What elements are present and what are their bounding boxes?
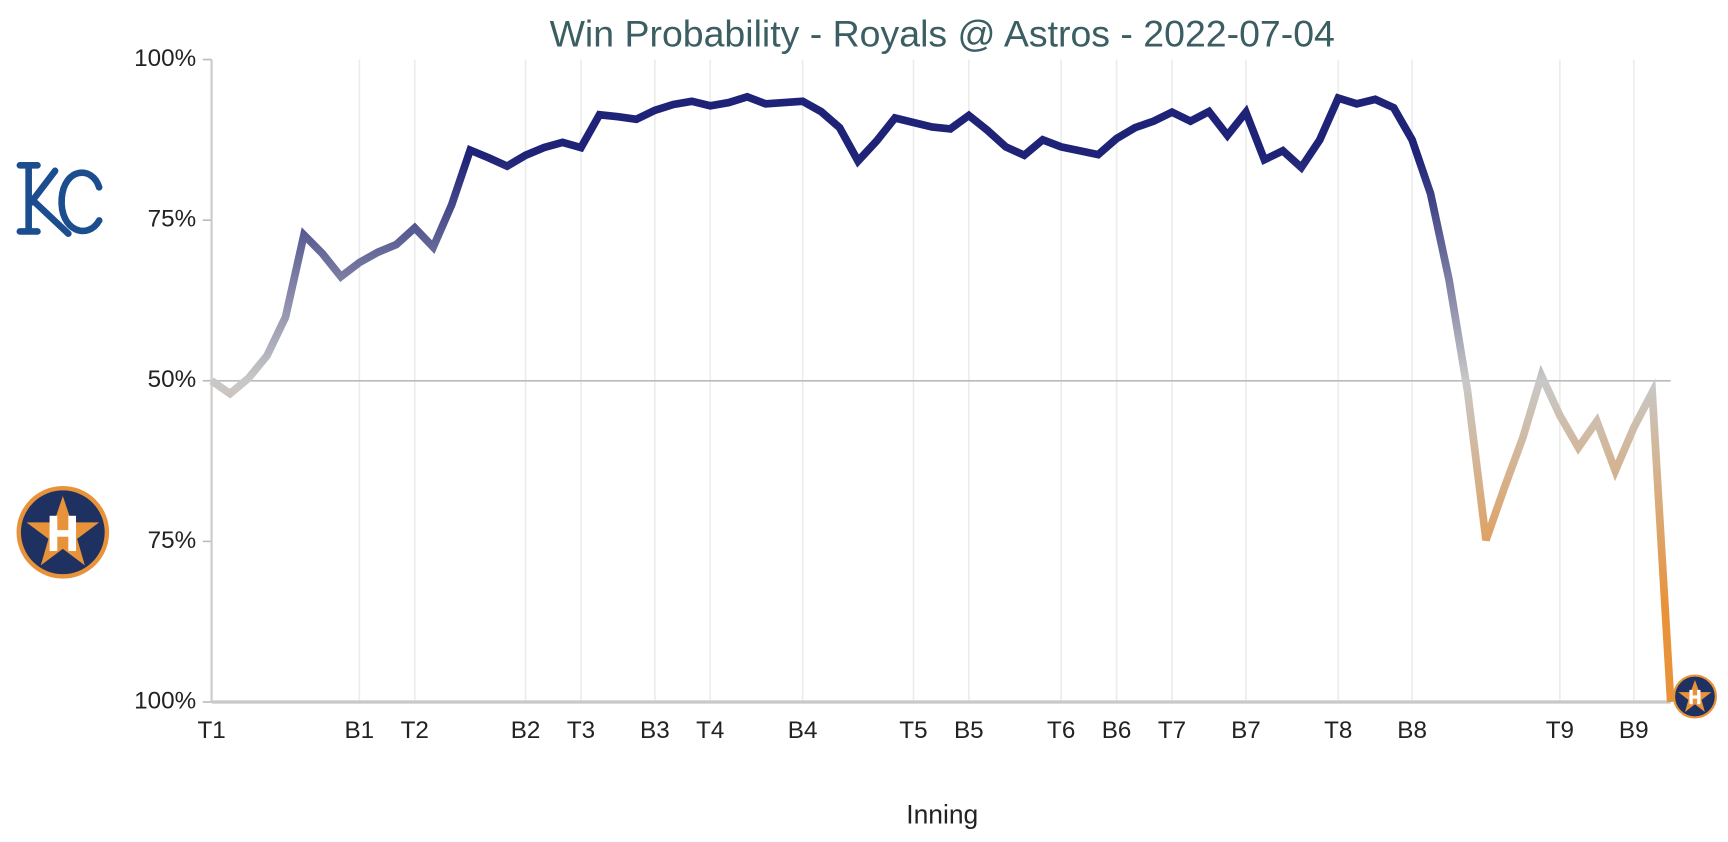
x-tick-label: T7 (1158, 717, 1186, 744)
x-tick-label: B7 (1231, 717, 1261, 744)
y-tick-label: 100% (134, 687, 196, 714)
x-tick-label: B1 (345, 717, 375, 744)
x-tick-label: B3 (640, 717, 670, 744)
y-tick-label: 100% (134, 45, 196, 72)
astros-logo (16, 486, 110, 579)
y-tick-label: 50% (148, 366, 197, 393)
royals-logo (16, 162, 103, 237)
x-tick-label: B2 (511, 717, 541, 744)
x-tick-label: B8 (1397, 717, 1427, 744)
x-tick-label: T3 (567, 717, 595, 744)
x-tick-label: T6 (1047, 717, 1075, 744)
x-tick-label: B4 (788, 717, 818, 744)
x-tick-label: T2 (401, 717, 429, 744)
chart-title: Win Probability - Royals @ Astros - 2022… (550, 12, 1335, 54)
x-axis-label: Inning (906, 800, 978, 830)
x-tick-label: B9 (1619, 717, 1649, 744)
y-tick-label: 75% (148, 527, 197, 554)
x-tick-label: T4 (696, 717, 724, 744)
x-tick-label: T5 (899, 717, 927, 744)
win-probability-line (209, 92, 1675, 703)
x-tick-label: T8 (1324, 717, 1352, 744)
x-tick-label: T9 (1546, 717, 1574, 744)
y-tick-label: 75% (148, 206, 197, 233)
x-tick-label: B6 (1102, 717, 1132, 744)
x-tick-label: T1 (197, 717, 225, 744)
x-tick-label: B5 (954, 717, 984, 744)
end-logo (1672, 674, 1717, 719)
